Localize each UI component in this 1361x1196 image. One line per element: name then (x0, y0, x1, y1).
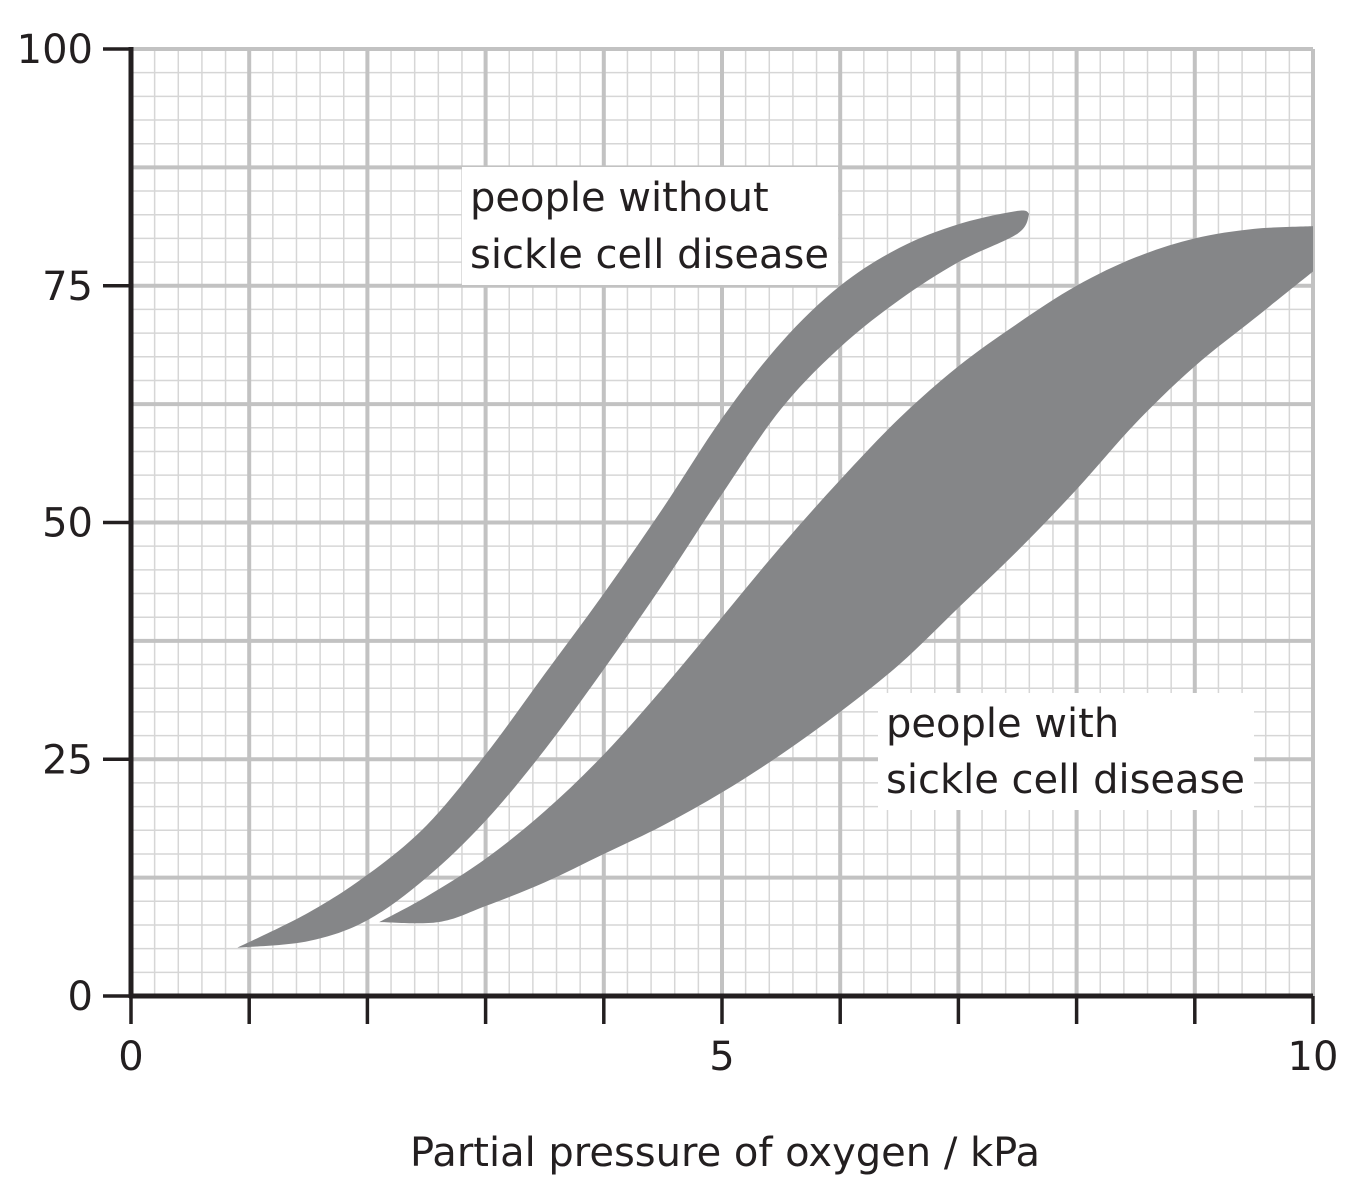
y-tick-label: 50 (42, 501, 93, 547)
band-label-line-1: people with (886, 701, 1119, 747)
band-without-sickle-cell (237, 210, 1030, 948)
label-background (462, 167, 838, 285)
x-tick-label: 0 (118, 1034, 143, 1080)
band-label-line-2: sickle cell disease (470, 232, 829, 278)
band-with-sickle-cell (379, 226, 1313, 924)
axes (103, 47, 1315, 1024)
y-tick-label: 0 (68, 974, 93, 1020)
x-axis-title: Partial pressure of oxygen / kPa (410, 1130, 1040, 1176)
band-label-line-1: people without (470, 175, 769, 221)
y-tick-label: 75 (42, 264, 93, 310)
y-tick-label: 100 (17, 27, 93, 73)
bands (237, 210, 1313, 948)
y-tick-label: 25 (42, 737, 93, 783)
label-without-sickle-cell: people without sickle cell disease (462, 167, 838, 285)
label-with-sickle-cell: people with sickle cell disease (878, 693, 1254, 810)
band-label-line-2: sickle cell disease (886, 757, 1245, 803)
x-tick-label: 10 (1288, 1034, 1339, 1080)
x-tick-label: 5 (709, 1034, 734, 1080)
label-background (878, 693, 1254, 810)
